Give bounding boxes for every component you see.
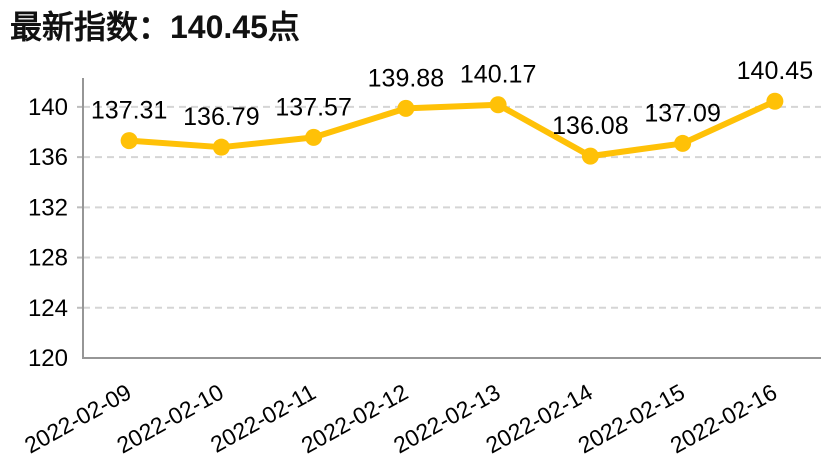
data-point	[674, 134, 692, 152]
data-point-label: 137.09	[644, 99, 720, 127]
index-line	[126, 98, 778, 160]
data-point	[212, 138, 230, 156]
data-point	[766, 92, 784, 110]
data-point-label: 137.31	[91, 97, 167, 125]
data-point	[305, 128, 323, 146]
y-axis-label: 128	[28, 245, 68, 272]
y-axis-label: 120	[28, 345, 68, 372]
data-point-label: 136.79	[183, 103, 259, 131]
x-axis-label: 2022-02-10	[112, 379, 228, 459]
x-axis-label: 2022-02-16	[666, 379, 782, 459]
data-point	[120, 132, 138, 150]
data-point-label: 140.17	[460, 61, 536, 89]
y-axis-label: 124	[28, 295, 68, 322]
y-axis-label: 136	[28, 144, 68, 171]
data-point-label: 136.08	[552, 112, 628, 140]
page-title: 最新指数：140.45点	[10, 9, 300, 45]
y-axis-label: 140	[28, 94, 68, 121]
data-point-label: 139.88	[368, 64, 444, 92]
data-point	[397, 99, 415, 117]
data-point-label: 140.45	[737, 57, 813, 85]
data-point	[489, 96, 507, 114]
data-point-label: 137.57	[275, 93, 351, 121]
data-point	[581, 147, 599, 165]
y-axis-label: 132	[28, 194, 68, 221]
